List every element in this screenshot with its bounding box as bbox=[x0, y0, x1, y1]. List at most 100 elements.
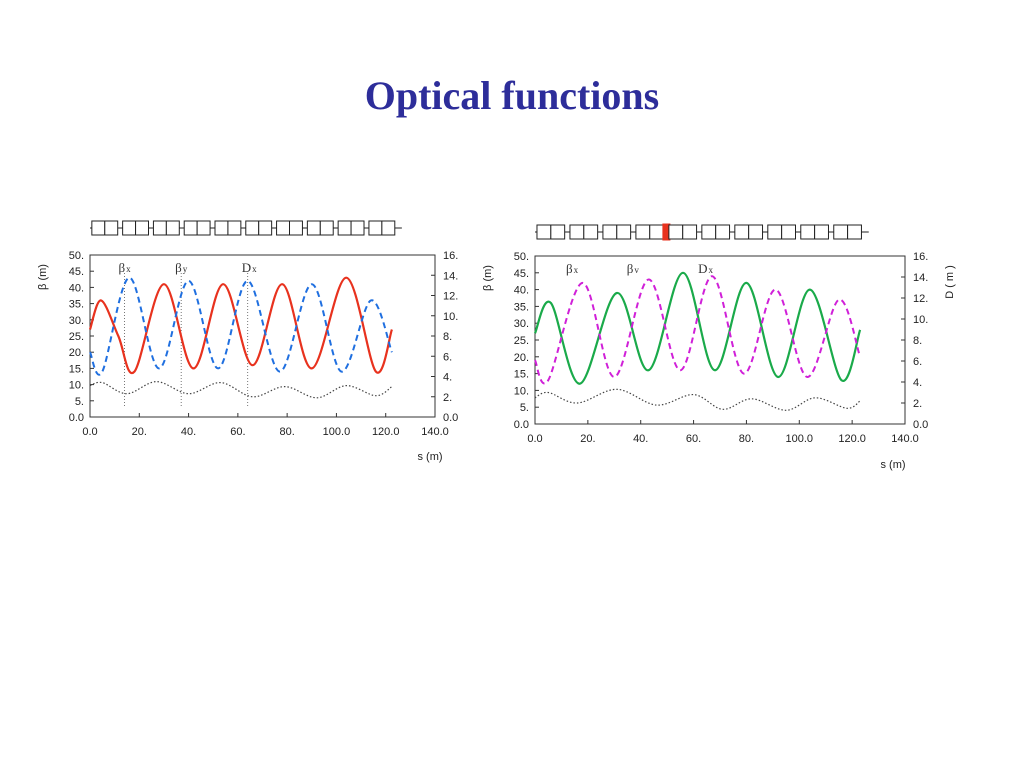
x-tick-label: 100.0 bbox=[786, 433, 814, 445]
x-tick-label: 20. bbox=[580, 433, 595, 445]
y2-tick-label: 2. bbox=[443, 392, 452, 404]
lattice-magnet bbox=[183, 220, 198, 236]
y2-tick-label: 2. bbox=[913, 398, 922, 410]
legend-label-βy: βy bbox=[175, 260, 188, 275]
lattice-magnet bbox=[368, 220, 383, 236]
y2-tick-label: 6. bbox=[913, 356, 922, 368]
lattice-magnet bbox=[814, 224, 829, 240]
y2-tick-label: 10. bbox=[443, 311, 458, 323]
series-βx-line bbox=[533, 271, 862, 385]
x-tick-label: 80. bbox=[279, 426, 294, 438]
y-tick-label: 40. bbox=[514, 285, 529, 297]
lattice-magnet bbox=[276, 220, 291, 236]
plot-frame bbox=[89, 254, 436, 418]
x-axis-label: s (m) bbox=[417, 451, 442, 463]
lattice-magnet bbox=[337, 220, 352, 236]
y-tick-label: 45. bbox=[69, 266, 84, 278]
lattice-magnet bbox=[748, 224, 764, 240]
x-tick-label: 60. bbox=[230, 426, 245, 438]
lattice-magnet bbox=[91, 220, 106, 236]
y-tick-label: 5. bbox=[75, 396, 84, 408]
y-tick-label: 35. bbox=[514, 301, 529, 313]
y-tick-label: 10. bbox=[69, 380, 84, 392]
y2-tick-label: 12. bbox=[443, 291, 458, 303]
y-tick-label: 0.0 bbox=[69, 412, 84, 424]
x-tick-label: 40. bbox=[633, 433, 648, 445]
y-tick-label: 50. bbox=[69, 250, 84, 262]
x-tick-label: 100.0 bbox=[323, 426, 351, 438]
lattice-magnet bbox=[701, 224, 717, 240]
y2-tick-label: 0.0 bbox=[443, 412, 458, 424]
lattice-magnet bbox=[583, 224, 599, 240]
lattice-magnet bbox=[536, 224, 552, 240]
lattice-magnet bbox=[381, 220, 396, 236]
lattice-magnet bbox=[569, 224, 585, 240]
lattice-magnet bbox=[715, 224, 731, 240]
legend-label-βx: βx bbox=[119, 260, 132, 275]
y2-tick-label: 8. bbox=[443, 331, 452, 343]
y2-tick-label: 6. bbox=[443, 351, 452, 363]
lattice-magnet bbox=[350, 220, 365, 236]
lattice-magnet bbox=[649, 224, 665, 240]
y-tick-label: 30. bbox=[69, 315, 84, 327]
x-tick-label: 140.0 bbox=[891, 433, 919, 445]
y-tick-label: 25. bbox=[514, 335, 529, 347]
lattice-magnet bbox=[165, 220, 180, 236]
x-tick-label: 80. bbox=[739, 433, 754, 445]
lattice-magnet bbox=[306, 220, 321, 236]
lattice-bar bbox=[535, 223, 869, 241]
y2-tick-label: 12. bbox=[913, 293, 928, 305]
y-tick-label: 5. bbox=[520, 402, 529, 414]
y2-tick-label: 0.0 bbox=[913, 419, 928, 431]
lattice-magnet bbox=[847, 224, 862, 240]
x-tick-label: 40. bbox=[181, 426, 196, 438]
y-tick-label: 20. bbox=[514, 352, 529, 364]
y-tick-label: 50. bbox=[514, 251, 529, 263]
lattice-magnet bbox=[196, 220, 211, 236]
lattice-magnet bbox=[635, 224, 651, 240]
legend-label-Dx: Dx bbox=[242, 260, 257, 275]
y-tick-label: 40. bbox=[69, 282, 84, 294]
legend-label-βx: βx bbox=[566, 261, 579, 276]
lattice-magnet bbox=[289, 220, 303, 236]
series-Dx-line bbox=[89, 380, 393, 399]
lattice-magnet bbox=[602, 224, 618, 240]
y-tick-label: 15. bbox=[514, 369, 529, 381]
y2-tick-label: 14. bbox=[913, 272, 928, 284]
y2-tick-label: 10. bbox=[913, 314, 928, 326]
y2-tick-label: 16. bbox=[443, 250, 458, 262]
lattice-magnet bbox=[800, 224, 816, 240]
y2-axis-label: D ( m ) bbox=[944, 265, 956, 299]
lattice-magnet bbox=[734, 224, 750, 240]
x-tick-label: 140.0 bbox=[421, 426, 449, 438]
series-Dx-line bbox=[534, 388, 861, 411]
optics-plot-left: 0.0 5. 10. 15. 20. 25. 30. 35. 40. 45. 50. 0.0 2. 4. 6… bbox=[37, 220, 458, 463]
lattice-magnet bbox=[682, 224, 698, 240]
lattice-magnet bbox=[833, 224, 849, 240]
y2-tick-label: 14. bbox=[443, 270, 458, 282]
y-tick-label: 35. bbox=[69, 299, 84, 311]
lattice-magnet bbox=[152, 220, 167, 236]
series-βx-line bbox=[88, 276, 393, 375]
lattice-magnet bbox=[550, 224, 566, 240]
x-tick-label: 120.0 bbox=[372, 426, 400, 438]
y-tick-label: 20. bbox=[69, 347, 84, 359]
y2-tick-label: 4. bbox=[443, 372, 452, 384]
lattice-magnet bbox=[227, 220, 242, 236]
y-tick-label: 45. bbox=[514, 268, 529, 280]
x-tick-label: 60. bbox=[686, 433, 701, 445]
slide-title: Optical functions bbox=[364, 73, 660, 118]
lattice-bar bbox=[90, 220, 402, 236]
y-axis-label: β (m) bbox=[482, 265, 494, 291]
lattice-magnet bbox=[258, 220, 273, 236]
x-axis-label: s (m) bbox=[880, 459, 905, 471]
lattice-magnet bbox=[245, 220, 260, 236]
lattice-magnet bbox=[616, 224, 632, 240]
x-tick-label: 0.0 bbox=[82, 426, 97, 438]
lattice-magnet bbox=[104, 220, 119, 236]
lattice-magnet bbox=[135, 220, 149, 236]
y-tick-label: 15. bbox=[69, 363, 84, 375]
y-tick-label: 10. bbox=[514, 385, 529, 397]
lattice-magnet bbox=[767, 224, 783, 240]
lattice-magnet bbox=[319, 220, 334, 236]
